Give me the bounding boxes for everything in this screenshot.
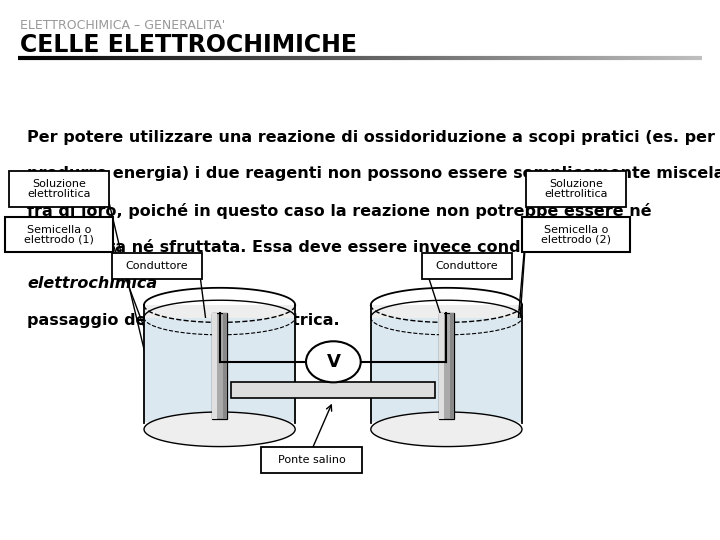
- Polygon shape: [450, 313, 454, 418]
- Text: passaggio della corrente elettrica.: passaggio della corrente elettrica.: [27, 313, 340, 328]
- Text: controllata né sfruttata. Essa deve essere invece condotta in una: controllata né sfruttata. Essa deve esse…: [27, 240, 626, 255]
- Text: CELLE ELETTROCHIMICHE: CELLE ELETTROCHIMICHE: [20, 33, 357, 57]
- FancyBboxPatch shape: [9, 171, 109, 206]
- Polygon shape: [371, 318, 522, 422]
- Polygon shape: [144, 412, 295, 447]
- Text: Conduttore: Conduttore: [126, 261, 188, 271]
- Polygon shape: [212, 313, 217, 418]
- Text: V: V: [326, 353, 341, 371]
- Polygon shape: [371, 305, 522, 422]
- Text: fra di loro, poiché in questo caso la reazione non potrebbe essere né: fra di loro, poiché in questo caso la re…: [27, 203, 652, 219]
- Polygon shape: [223, 313, 227, 418]
- Text: Conduttore: Conduttore: [436, 261, 498, 271]
- Polygon shape: [144, 305, 295, 422]
- Polygon shape: [371, 412, 522, 447]
- Polygon shape: [212, 313, 227, 418]
- Polygon shape: [144, 318, 295, 422]
- FancyBboxPatch shape: [522, 217, 630, 252]
- Circle shape: [306, 341, 361, 382]
- Text: Ponte salino: Ponte salino: [278, 455, 346, 465]
- Text: elettrolitica: elettrolitica: [27, 189, 91, 199]
- Polygon shape: [439, 313, 454, 418]
- Text: ELETTROCHIMICA – GENERALITA': ELETTROCHIMICA – GENERALITA': [20, 19, 225, 32]
- Text: produrre energia) i due reagenti non possono essere semplicemente miscelati: produrre energia) i due reagenti non pos…: [27, 166, 720, 181]
- Polygon shape: [439, 313, 444, 418]
- FancyBboxPatch shape: [422, 253, 511, 279]
- Text: Semicella o: Semicella o: [544, 225, 608, 235]
- Polygon shape: [231, 382, 435, 399]
- Text: elettrochimica: elettrochimica: [27, 276, 158, 292]
- Text: Soluzione: Soluzione: [32, 179, 86, 189]
- Text: elettrolitica: elettrolitica: [544, 189, 608, 199]
- FancyBboxPatch shape: [112, 253, 202, 279]
- Text: Semicella o: Semicella o: [27, 225, 91, 235]
- Text: elettrodo (1): elettrodo (1): [24, 235, 94, 245]
- FancyBboxPatch shape: [526, 171, 626, 206]
- Text: Per potere utilizzare una reazione di ossidoriduzione a scopi pratici (es. per: Per potere utilizzare una reazione di os…: [27, 130, 716, 145]
- FancyBboxPatch shape: [261, 447, 362, 473]
- Text: elettrodo (2): elettrodo (2): [541, 235, 611, 245]
- FancyBboxPatch shape: [5, 217, 113, 252]
- Text: Soluzione: Soluzione: [549, 179, 603, 189]
